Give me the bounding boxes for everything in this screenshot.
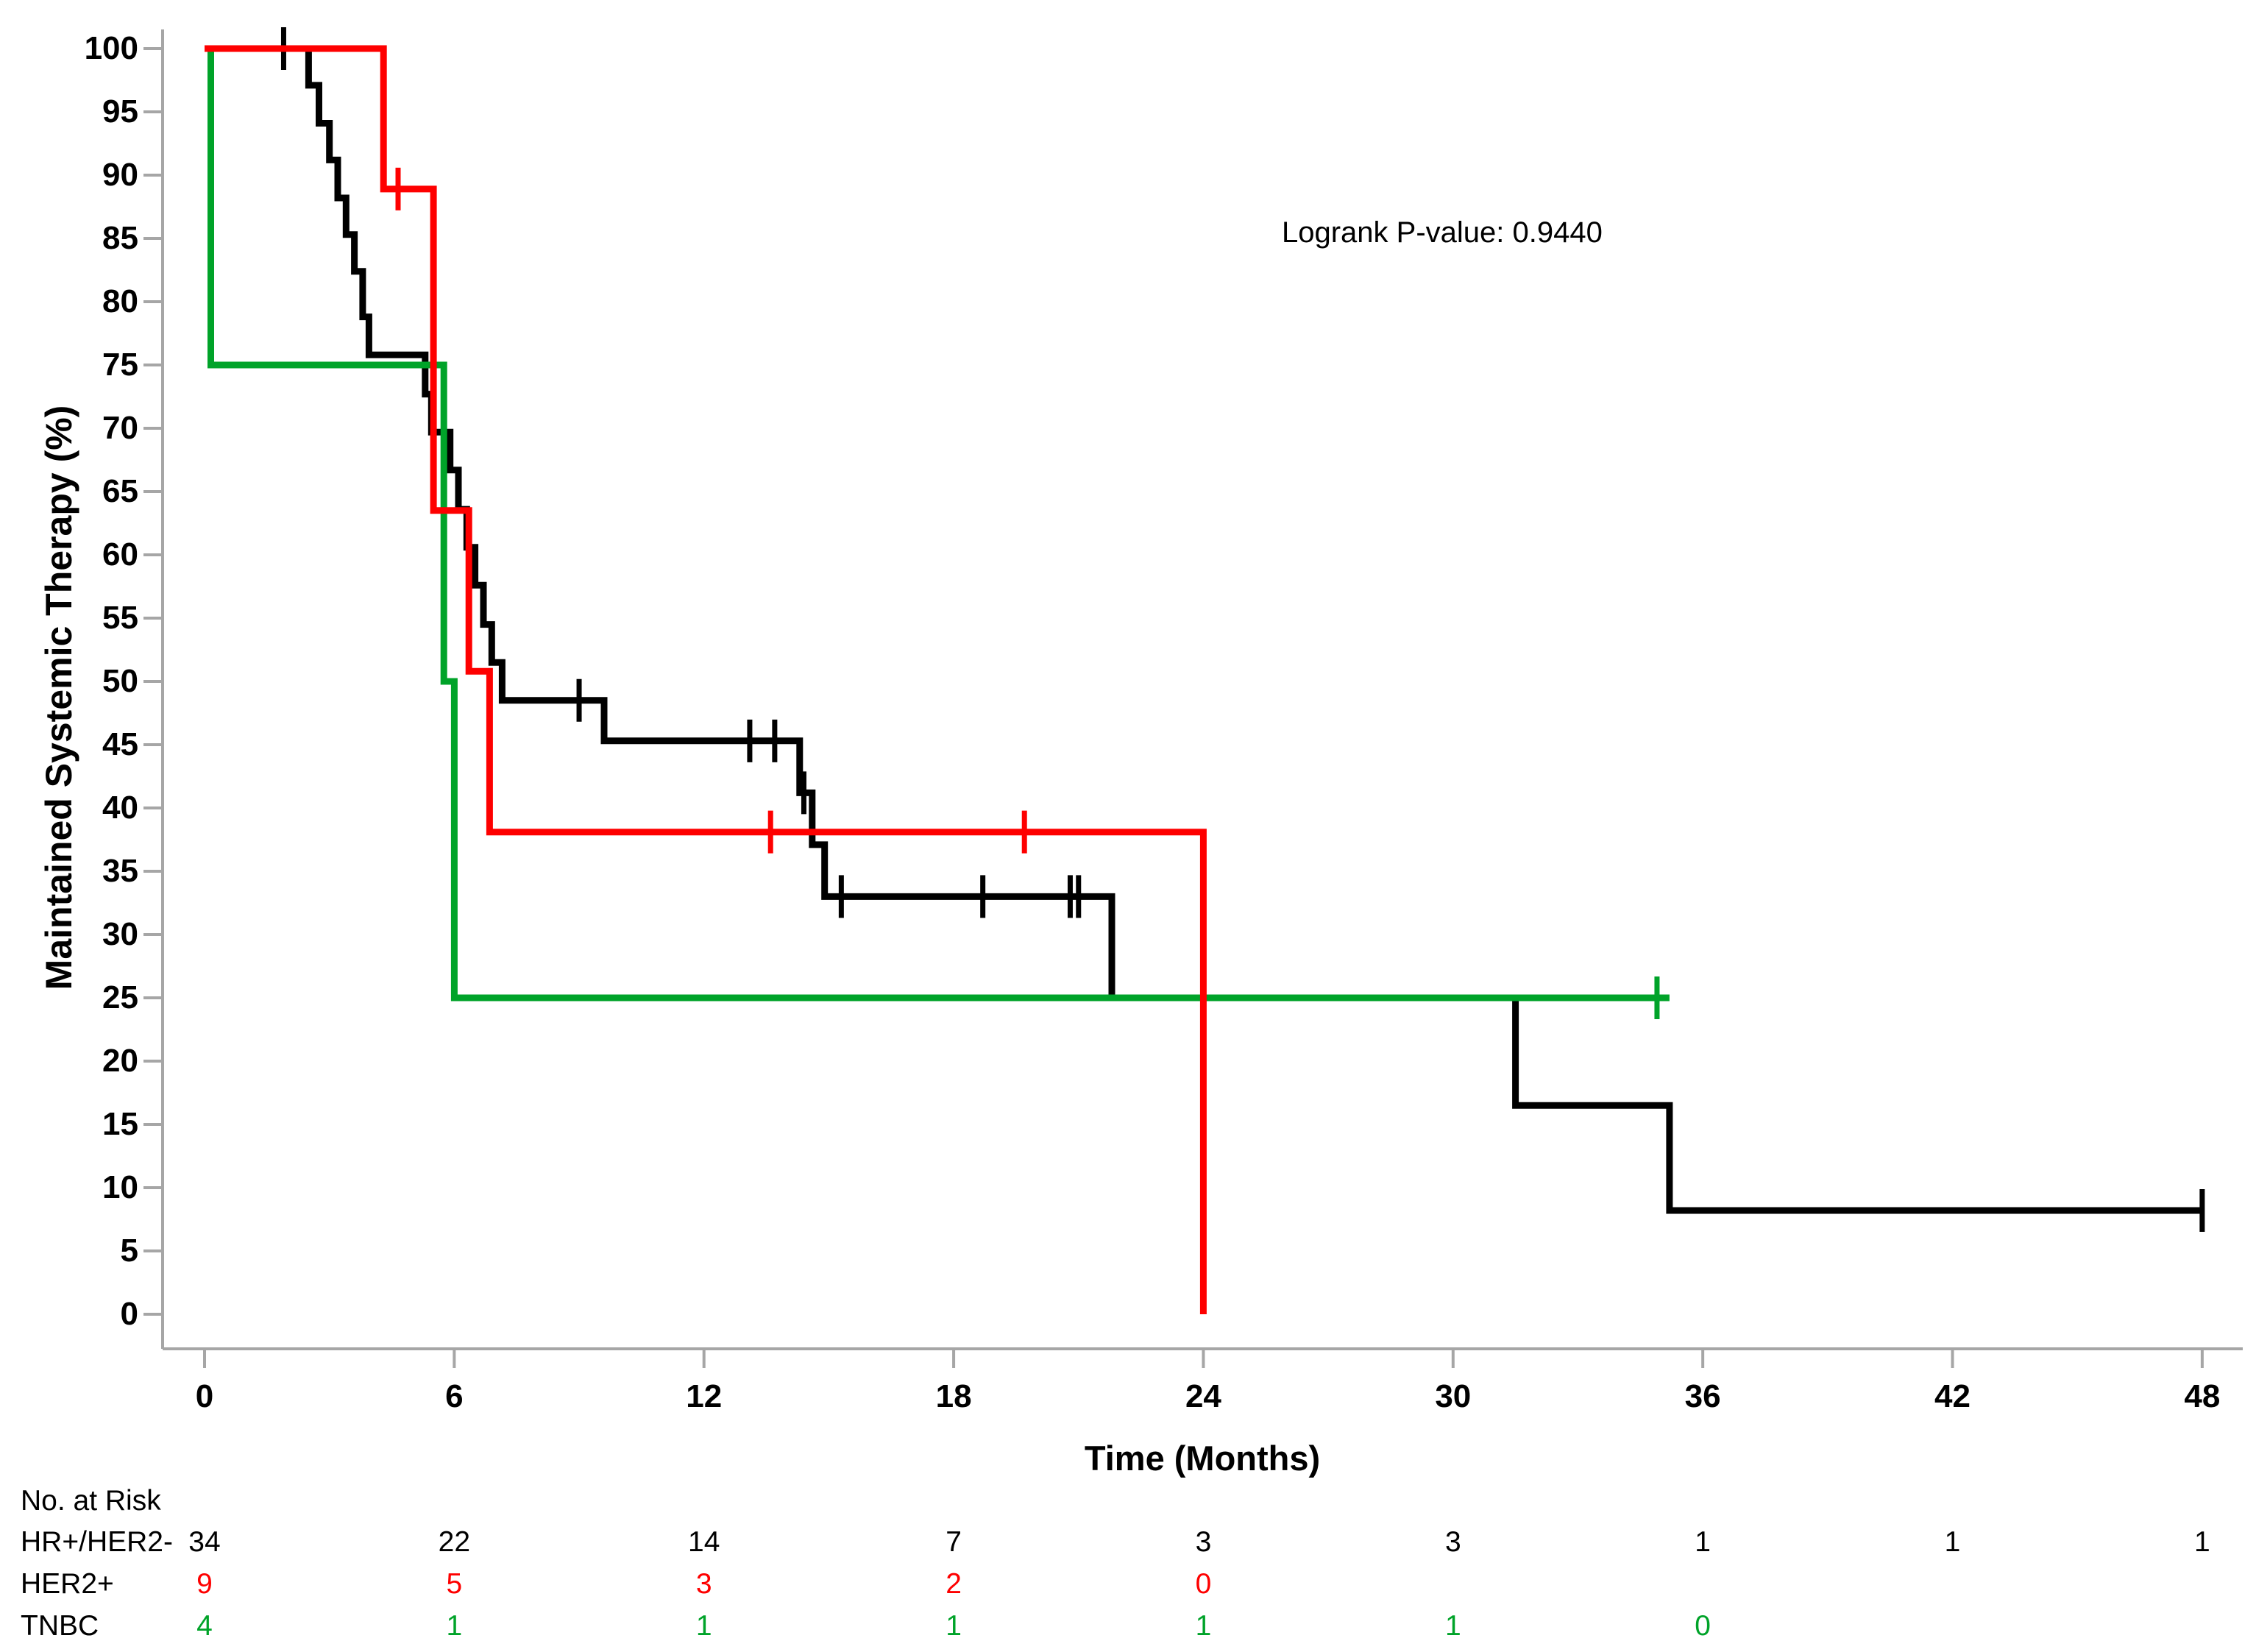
risk-value: 1 [695,1610,712,1642]
y-tick-label: 55 [102,600,138,636]
x-tick-label: 0 [195,1378,214,1414]
risk-value: 1 [446,1610,463,1642]
x-tick-label: 24 [1185,1378,1221,1414]
y-tick-label: 0 [120,1296,138,1332]
y-tick-label: 40 [102,790,138,826]
y-tick-label: 50 [102,663,138,699]
km-curve-tnbc [205,45,1670,1002]
y-tick-label: 35 [102,853,138,889]
y-tick-label: 80 [102,283,138,319]
x-tick-label: 36 [1684,1378,1721,1414]
y-tick-label: 30 [102,916,138,952]
y-tick-label: 25 [102,979,138,1015]
logrank-pvalue-annotation: Logrank P-value: 0.9440 [1282,216,1603,249]
y-tick-label: 15 [102,1106,138,1142]
risk-value: 1 [2194,1526,2210,1558]
y-tick-label: 70 [102,410,138,446]
x-tick-label: 30 [1435,1378,1472,1414]
km-curve-her2-pos [205,45,1207,1314]
y-tick-label: 60 [102,536,138,572]
y-tick-label: 75 [102,347,138,383]
risk-value: 3 [1195,1526,1212,1558]
x-axis-title: Time (Months) [1084,1439,1321,1478]
x-tick-label: 42 [1934,1378,1971,1414]
y-tick-label: 5 [120,1233,138,1269]
x-tick-label: 18 [935,1378,972,1414]
y-tick-label: 65 [102,473,138,509]
risk-value: 1 [1944,1526,1961,1558]
risk-value: 0 [1695,1610,1711,1642]
risk-value: 4 [196,1610,213,1642]
y-tick-label: 100 [84,30,138,66]
risk-value: 9 [196,1568,213,1600]
risk-row-label-2: TNBC [21,1610,99,1642]
risk-value: 34 [188,1526,221,1558]
risk-row-label-0: HR+/HER2- [21,1526,173,1558]
risk-value: 3 [1444,1526,1461,1558]
risk-value: 1 [1195,1610,1212,1642]
risk-value: 14 [688,1526,720,1558]
risk-value: 1 [1444,1610,1461,1642]
risk-value: 7 [946,1526,962,1558]
risk-value: 0 [1195,1568,1212,1600]
y-tick-label: 10 [102,1169,138,1205]
y-tick-label: 90 [102,157,138,193]
risk-table-title: No. at Risk [21,1485,161,1517]
risk-value: 2 [946,1568,962,1600]
risk-value: 5 [446,1568,463,1600]
x-tick-label: 48 [2184,1378,2221,1414]
x-tick-label: 12 [686,1378,723,1414]
risk-value: 1 [1695,1526,1711,1558]
y-tick-label: 45 [102,726,138,762]
y-tick-label: 85 [102,220,138,256]
risk-value: 1 [946,1610,962,1642]
risk-value: 3 [695,1568,712,1600]
risk-row-label-1: HER2+ [21,1568,114,1600]
x-tick-label: 6 [445,1378,464,1414]
y-tick-label: 95 [102,93,138,130]
y-tick-label: 20 [102,1043,138,1079]
risk-value: 22 [438,1526,471,1558]
